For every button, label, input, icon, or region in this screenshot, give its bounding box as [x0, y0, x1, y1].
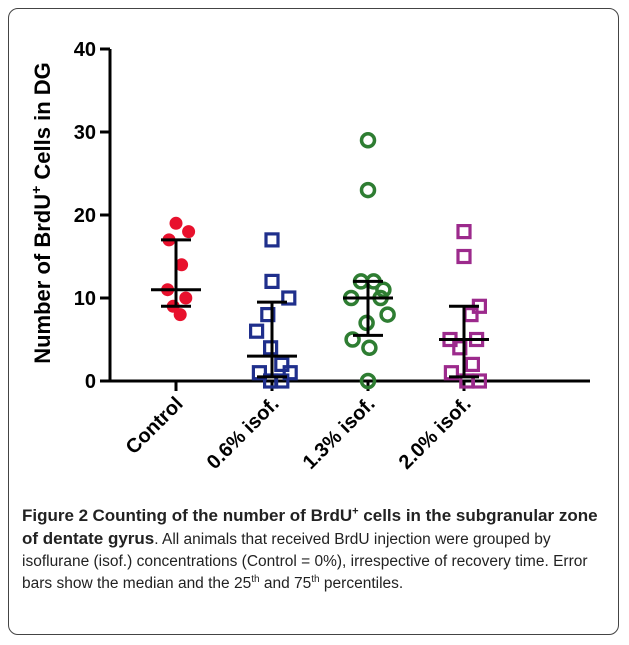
caption-text-a: . All animals that received BrdU injecti… — [22, 531, 588, 592]
data-point — [464, 356, 480, 372]
x-tick-label: 1.3% isof. — [299, 393, 380, 474]
figure-caption: Figure 2 Counting of the number of BrdU+… — [22, 505, 607, 595]
data-point — [274, 356, 290, 372]
data-point — [471, 373, 487, 389]
data-point — [359, 181, 377, 199]
data-marks — [151, 132, 489, 390]
y-tick-label: 40 — [74, 39, 96, 61]
series-group — [247, 232, 298, 389]
axes: 0 10 20 30 40 Control 0.6% isof. 1.3% isof. 2.0%… — [74, 39, 590, 474]
data-point — [375, 281, 392, 298]
caption-title: Counting of the number of BrdU+ cells in… — [22, 506, 598, 548]
x-tick-label: Control — [122, 393, 188, 459]
data-point — [359, 372, 377, 390]
data-point — [452, 340, 468, 356]
caption-label: Figure 2 — [22, 506, 89, 525]
y-axis-label-main: Number of BrdU — [30, 194, 55, 364]
data-point — [169, 216, 183, 230]
data-point — [175, 258, 189, 272]
y-axis-label-sup: + — [28, 186, 44, 194]
caption-title-sup: + — [352, 505, 359, 518]
data-point — [179, 291, 193, 305]
data-point — [281, 290, 297, 306]
data-point — [282, 365, 298, 381]
data-point — [173, 308, 187, 322]
chart: Number of BrdU+ Cells in DG 0 10 20 30 40 Con… — [28, 39, 590, 474]
y-tick-label: 10 — [74, 288, 96, 310]
data-point — [249, 323, 265, 339]
data-point — [463, 307, 479, 323]
caption-text-b: and 75 — [259, 575, 312, 592]
caption-sup-1: th — [251, 573, 260, 585]
x-tick-label: 2.0% isof. — [395, 393, 476, 474]
series-group — [342, 132, 396, 390]
data-point — [443, 365, 459, 381]
data-point — [344, 331, 361, 348]
data-point — [379, 306, 396, 323]
x-tick-label: 0.6% isof. — [203, 393, 284, 474]
caption-text-c: percentiles. — [319, 575, 404, 592]
data-point — [359, 132, 377, 149]
caption-title-b: cells in the subgranular zone of dentate… — [22, 506, 598, 548]
data-point — [456, 224, 472, 240]
series-group — [439, 224, 489, 389]
data-point — [361, 339, 378, 357]
y-tick-label: 30 — [74, 122, 96, 144]
data-point — [264, 232, 280, 248]
y-axis-label-tail: Cells in DG — [30, 62, 55, 185]
y-axis-label: Number of BrdU+ Cells in DG — [28, 62, 55, 364]
data-point — [182, 225, 196, 239]
data-point — [260, 307, 276, 323]
caption-title-a: Counting of the number of BrdU — [92, 506, 353, 525]
y-tick-label: 0 — [85, 371, 96, 393]
data-point — [251, 365, 267, 381]
data-point — [274, 373, 290, 389]
data-point — [456, 248, 472, 265]
y-tick-label: 20 — [74, 205, 96, 227]
caption-sup-2: th — [311, 573, 320, 585]
series-group — [151, 216, 201, 322]
data-point — [264, 273, 280, 289]
